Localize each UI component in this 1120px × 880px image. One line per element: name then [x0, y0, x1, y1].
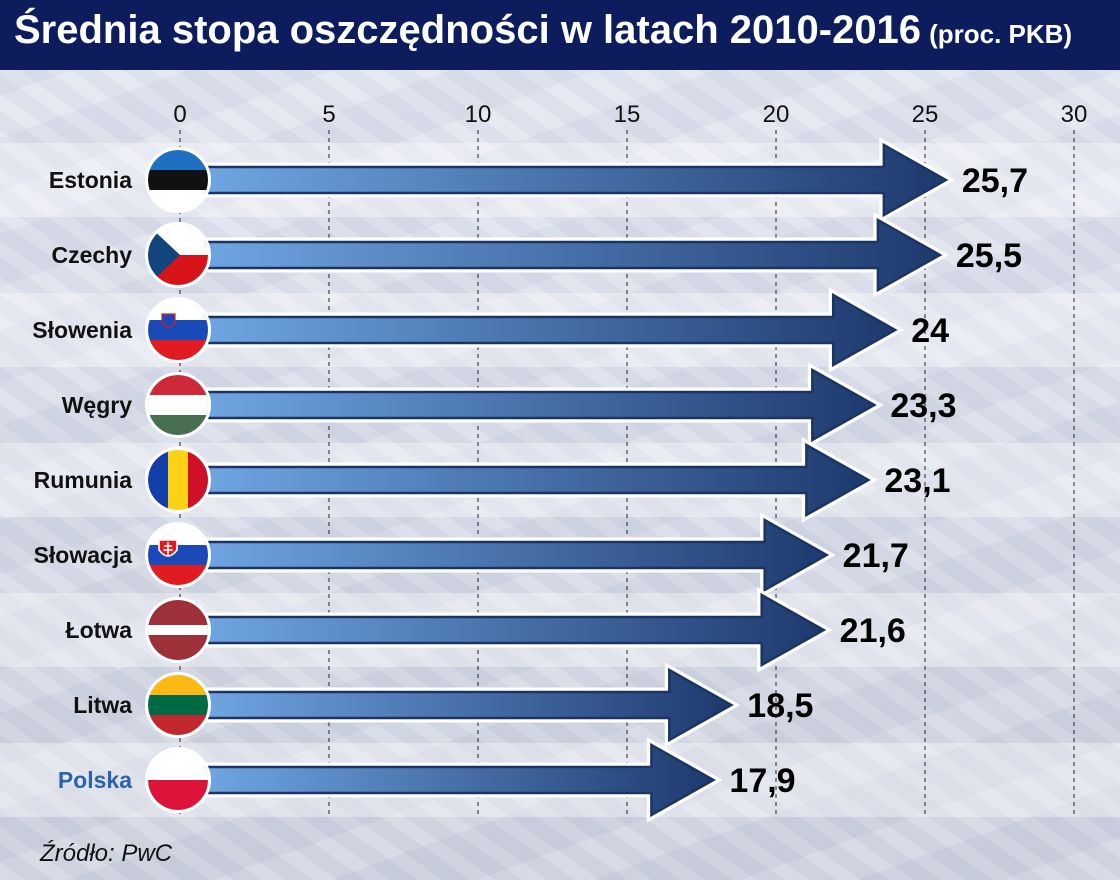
bar-arrow: [203, 292, 898, 368]
bar-chart: 0 5 10 15 20 25 30 25,7 Estonia 25,5 Czechy 24 Słowe…: [0, 101, 1120, 823]
category-label: Słowenia: [32, 317, 132, 343]
flag-ring: [145, 522, 211, 588]
bar-arrow: [203, 517, 830, 593]
flag-coat-of-arms: [161, 313, 176, 328]
x-tick-label: 15: [614, 101, 641, 128]
flag-stripe: [148, 340, 208, 360]
flag-ring: [145, 222, 211, 288]
value-label: 25,5: [956, 237, 1022, 275]
flag-ring: [145, 447, 211, 513]
bar-arrow: [203, 592, 827, 668]
latvia-flag-icon: [148, 600, 208, 660]
romania-flag-icon: [148, 450, 208, 510]
flag-stripe: [148, 675, 208, 696]
source-note: Źródło: PwC: [40, 840, 173, 867]
flag-stripe: [148, 625, 208, 635]
flag-stripe: [148, 545, 208, 566]
flag-stripe: [148, 150, 208, 171]
flag-ring: [145, 672, 211, 738]
lithuania-flag-icon: [148, 675, 208, 735]
flag-stripe: [148, 715, 208, 735]
value-label: 23,3: [890, 387, 956, 425]
chart-subtitle: (proc. PKB): [929, 19, 1073, 49]
chart-title-text: Średnia stopa oszczędności w latach 2010…: [14, 8, 922, 52]
value-label: 24: [911, 312, 949, 350]
flag-stripe: [148, 415, 208, 435]
flag-stripe: [168, 450, 189, 510]
category-label: Węgry: [62, 392, 133, 418]
x-tick-label: 5: [322, 101, 335, 128]
bar-arrow: [203, 442, 871, 518]
flag-stripe: [148, 450, 169, 510]
flag-stripe: [148, 320, 208, 341]
flag-stripe: [148, 375, 208, 396]
bar-arrow: [203, 142, 949, 218]
flag-ring: [145, 297, 211, 363]
estonia-flag-icon: [148, 150, 208, 210]
flag-cross: [163, 542, 173, 556]
bar-arrow: [203, 367, 877, 443]
bar-arrow: [203, 667, 734, 743]
category-label: Rumunia: [34, 467, 133, 493]
flag-triangle: [148, 225, 180, 285]
value-label: 21,7: [843, 537, 909, 575]
chart-title: Średnia stopa oszczędności w latach 2010…: [14, 8, 1072, 53]
slovakia-flag-icon: [148, 525, 208, 585]
bar-arrow: [203, 742, 716, 818]
flag-stripe: [148, 395, 208, 416]
flag-ring: [145, 147, 211, 213]
x-tick-label: 0: [173, 101, 186, 128]
value-label: 23,1: [884, 462, 950, 500]
value-label: 18,5: [747, 687, 813, 725]
x-tick-label: 10: [465, 101, 492, 128]
flag-stripe: [148, 525, 208, 546]
flag-stripe: [148, 565, 208, 585]
flag-stripe: [188, 450, 208, 510]
category-label: Estonia: [49, 167, 132, 193]
category-label: Czechy: [51, 242, 132, 268]
flag-stripe: [148, 695, 208, 716]
category-label: Litwa: [73, 692, 132, 718]
x-tick-label: 20: [763, 101, 790, 128]
value-label: 21,6: [840, 612, 906, 650]
value-label: 25,7: [962, 162, 1028, 200]
category-label: Słowacja: [34, 542, 133, 568]
flag-ring: [145, 747, 211, 813]
flag-ring: [145, 597, 211, 663]
flag-stripe: [148, 170, 208, 191]
bar-arrow: [203, 217, 943, 293]
slovenia-flag-icon: [148, 300, 208, 360]
flag-ring: [145, 372, 211, 438]
hungary-flag-icon: [148, 375, 208, 435]
flag-stripe: [148, 190, 208, 210]
x-tick-label: 25: [912, 101, 939, 128]
category-label: Łotwa: [66, 617, 133, 643]
category-label: Polska: [58, 767, 132, 793]
title-bar: Średnia stopa oszczędności w latach 2010…: [0, 0, 1120, 70]
x-tick-label: 30: [1061, 101, 1088, 128]
value-label: 17,9: [729, 762, 795, 800]
